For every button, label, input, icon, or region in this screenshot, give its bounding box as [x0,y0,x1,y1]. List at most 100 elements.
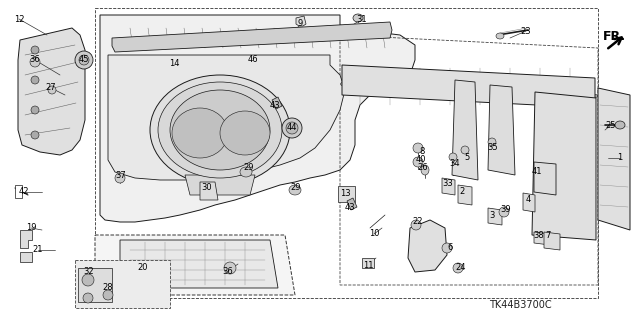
Polygon shape [296,16,306,26]
Ellipse shape [240,167,252,177]
Text: 42: 42 [19,188,29,197]
Text: 1: 1 [618,153,623,162]
Text: 26: 26 [418,164,428,173]
Ellipse shape [413,157,423,167]
Text: 29: 29 [291,183,301,192]
Ellipse shape [170,90,270,170]
Text: 41: 41 [532,167,542,176]
Ellipse shape [449,153,457,161]
Text: 32: 32 [84,266,94,276]
Polygon shape [408,220,447,272]
Polygon shape [534,232,550,245]
Text: TK44B3700C: TK44B3700C [489,300,551,310]
Text: 35: 35 [488,144,499,152]
Polygon shape [523,193,535,212]
Text: 34: 34 [450,159,460,167]
Polygon shape [100,15,415,222]
Ellipse shape [488,138,496,146]
Ellipse shape [411,220,421,230]
Text: 36: 36 [223,266,234,276]
Ellipse shape [496,33,504,39]
Text: 21: 21 [33,246,44,255]
Polygon shape [272,97,282,109]
Ellipse shape [615,121,625,129]
Polygon shape [342,65,595,108]
Text: 28: 28 [102,283,113,292]
Polygon shape [488,208,502,225]
Polygon shape [185,175,255,195]
Text: 13: 13 [340,189,350,197]
Ellipse shape [75,51,93,69]
Ellipse shape [115,173,125,183]
Text: 9: 9 [298,19,303,28]
Ellipse shape [453,263,463,273]
Text: 37: 37 [116,170,126,180]
Text: 30: 30 [202,182,212,191]
Ellipse shape [421,165,429,175]
Ellipse shape [48,86,56,94]
Ellipse shape [224,262,236,274]
Text: 5: 5 [465,153,470,162]
Text: 36: 36 [29,56,40,64]
Polygon shape [20,252,32,262]
Polygon shape [120,240,278,288]
Polygon shape [347,198,357,210]
Text: 25: 25 [605,121,616,130]
Text: 6: 6 [447,243,452,253]
Polygon shape [452,80,478,180]
Text: 31: 31 [356,14,367,24]
Bar [75,260,170,308]
Text: 45: 45 [79,56,89,64]
Ellipse shape [82,274,94,286]
Text: 4: 4 [525,196,531,204]
Ellipse shape [353,14,363,22]
Text: 29: 29 [244,164,254,173]
Polygon shape [108,55,345,180]
Text: 44: 44 [287,122,297,131]
Text: 43: 43 [345,203,355,211]
Ellipse shape [461,146,469,154]
Text: 2: 2 [460,188,465,197]
Text: 19: 19 [26,224,36,233]
Text: 24: 24 [456,263,467,271]
Ellipse shape [172,108,228,158]
Text: 14: 14 [169,58,179,68]
Text: 11: 11 [363,261,373,270]
Polygon shape [362,258,374,268]
Text: 27: 27 [45,84,56,93]
Ellipse shape [289,185,301,195]
Ellipse shape [31,106,39,114]
Polygon shape [18,28,85,155]
Ellipse shape [413,143,423,153]
Ellipse shape [158,82,282,178]
Polygon shape [532,92,596,240]
Polygon shape [200,182,218,200]
Text: 12: 12 [13,14,24,24]
Bar [95,8,598,298]
Polygon shape [598,88,630,230]
Ellipse shape [282,118,302,138]
Text: 3: 3 [490,211,495,219]
Polygon shape [488,85,515,175]
Text: 7: 7 [545,231,550,240]
Text: 40: 40 [416,154,426,164]
Ellipse shape [79,55,89,65]
Text: 38: 38 [534,231,545,240]
Polygon shape [15,185,22,198]
Text: FR.: FR. [603,30,626,43]
Polygon shape [442,178,455,195]
Text: 22: 22 [413,218,423,226]
Polygon shape [338,186,355,202]
Ellipse shape [31,76,39,84]
Text: 46: 46 [248,55,259,63]
Polygon shape [112,22,392,52]
Text: 10: 10 [369,229,380,239]
Ellipse shape [31,46,39,54]
Text: 33: 33 [443,180,453,189]
Text: 20: 20 [138,263,148,272]
Ellipse shape [150,75,290,185]
Polygon shape [544,232,560,250]
Text: 23: 23 [521,26,531,35]
Ellipse shape [31,131,39,139]
Ellipse shape [442,243,452,253]
